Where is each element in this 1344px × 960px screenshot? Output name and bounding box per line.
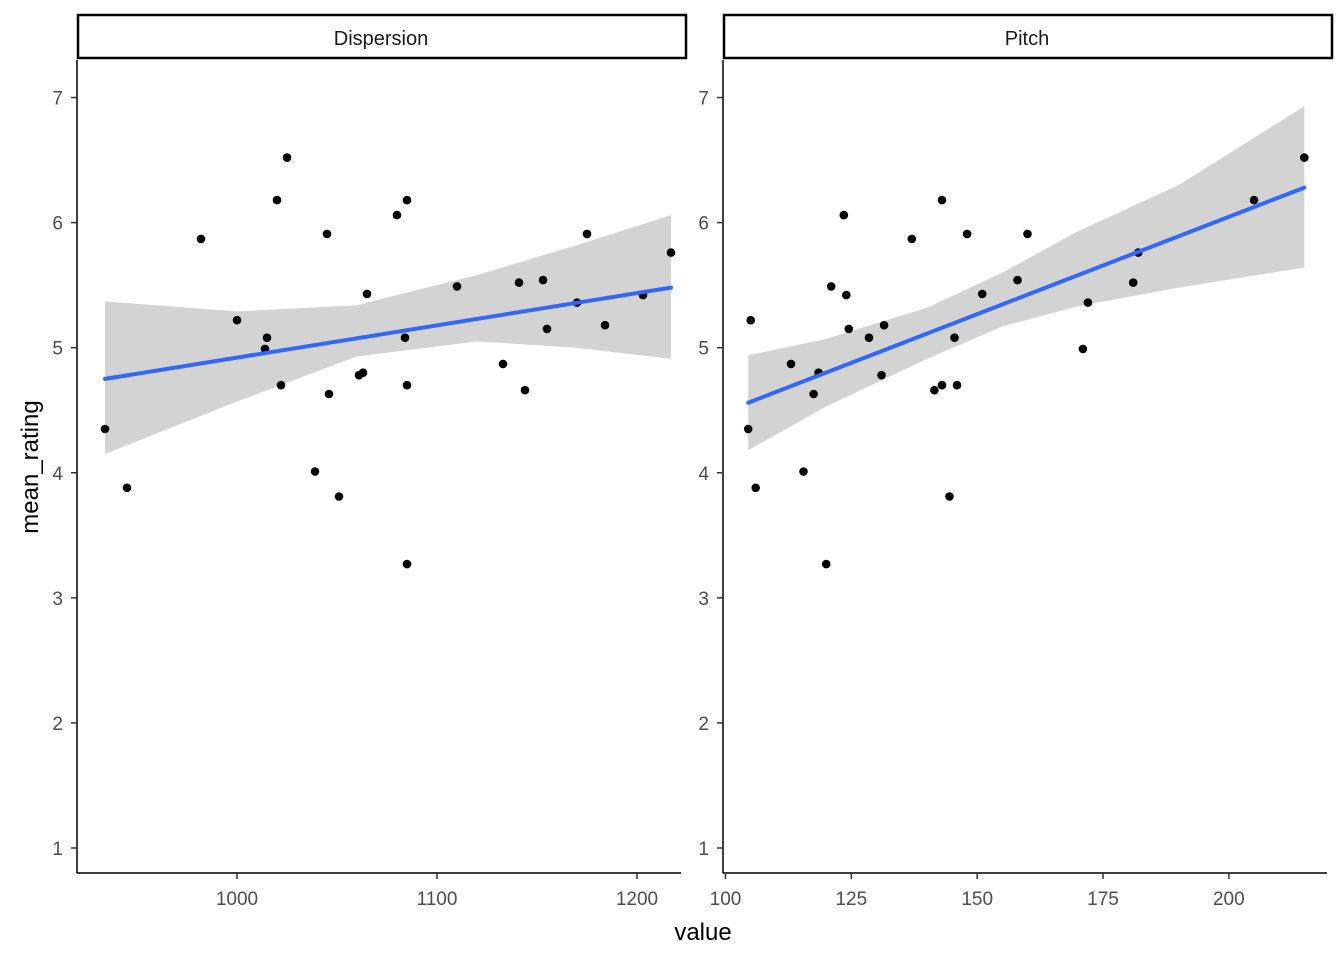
x-tick-label-dispersion-1100: 1100 [417, 889, 458, 910]
data-point-dispersion-26 [538, 275, 548, 285]
data-point-pitch-22 [952, 380, 962, 390]
x-tick-label-dispersion-1000: 1000 [216, 889, 258, 910]
data-point-pitch-3 [751, 483, 760, 493]
data-point-pitch-2 [746, 315, 755, 325]
data-point-pitch-29 [1128, 278, 1138, 287]
data-point-pitch-4 [786, 359, 796, 369]
data-point-pitch-23 [962, 229, 972, 239]
data-point-dispersion-19 [402, 195, 412, 205]
fit-line-pitch [746, 185, 1307, 405]
data-point-pitch-13 [864, 333, 874, 343]
y-tick-label-dispersion-5: 5 [52, 339, 63, 360]
x-tick-label-pitch-175: 175 [1087, 889, 1119, 910]
data-point-pitch-19 [937, 195, 947, 205]
data-point-pitch-14 [877, 370, 886, 380]
data-point-dispersion-12 [324, 389, 334, 399]
data-point-pitch-5 [799, 467, 808, 476]
y-tick-label-pitch-6: 6 [698, 214, 709, 235]
data-point-pitch-32 [1300, 153, 1309, 162]
data-point-dispersion-17 [392, 210, 402, 220]
confidence-band-pitch [748, 106, 1305, 451]
data-point-pitch-25 [1013, 275, 1022, 285]
y-tick-label-pitch-4: 4 [698, 464, 709, 485]
data-point-pitch-28 [1083, 298, 1093, 307]
y-axis-title: mean_rating [17, 400, 44, 533]
data-point-pitch-26 [1023, 229, 1032, 239]
x-axis-title: value [674, 919, 731, 946]
data-point-dispersion-24 [514, 278, 524, 287]
strip-label-dispersion: Dispersion [334, 28, 428, 50]
strip-label-pitch: Pitch [1005, 28, 1049, 50]
x-tick-label-pitch-150: 150 [961, 889, 993, 910]
data-point-dispersion-27 [542, 324, 552, 334]
data-point-dispersion-11 [322, 229, 332, 239]
data-point-dispersion-9 [282, 153, 292, 162]
x-tick-label-pitch-100: 100 [710, 889, 742, 910]
data-point-pitch-24 [977, 289, 987, 299]
y-tick-label-dispersion-6: 6 [52, 214, 63, 235]
x-tick-label-pitch-200: 200 [1213, 889, 1245, 910]
data-point-dispersion-18 [400, 333, 410, 343]
y-tick-label-pitch-2: 2 [698, 714, 709, 735]
y-tick-label-pitch-7: 7 [698, 89, 709, 110]
data-point-pitch-15 [879, 320, 889, 330]
data-point-dispersion-1 [100, 424, 110, 434]
data-point-pitch-1 [743, 424, 753, 434]
data-point-pitch-11 [842, 290, 851, 300]
data-point-dispersion-13 [334, 492, 344, 501]
y-tick-label-dispersion-7: 7 [52, 89, 63, 110]
data-point-dispersion-4 [232, 315, 242, 325]
panel-dispersion: Dispersion 1 2 3 4 5 6 7 1000 1100 1200 [52, 13, 688, 910]
data-point-pitch-9 [826, 282, 836, 291]
fit-line-dispersion [103, 285, 673, 381]
data-point-pitch-8 [821, 559, 831, 569]
x-tick-label-dispersion-1200: 1200 [616, 889, 658, 910]
data-point-dispersion-29 [582, 229, 592, 239]
data-point-dispersion-6 [262, 333, 272, 343]
y-tick-label-pitch-3: 3 [698, 589, 709, 610]
data-point-pitch-17 [930, 385, 939, 395]
data-point-dispersion-7 [272, 195, 282, 205]
data-point-dispersion-32 [666, 248, 676, 257]
y-tick-label-dispersion-3: 3 [52, 589, 63, 610]
x-tick-label-pitch-125: 125 [835, 889, 867, 910]
data-point-dispersion-22 [452, 282, 462, 291]
data-point-pitch-16 [907, 234, 917, 244]
data-point-pitch-21 [950, 333, 959, 343]
data-point-pitch-6 [809, 389, 818, 399]
strip-box-pitch [722, 13, 1334, 60]
data-point-dispersion-23 [498, 359, 508, 369]
data-point-pitch-20 [945, 492, 954, 501]
data-point-dispersion-20 [402, 559, 412, 569]
data-point-dispersion-16 [362, 289, 372, 299]
data-point-pitch-18 [937, 380, 947, 390]
data-point-dispersion-3 [196, 234, 206, 244]
data-point-dispersion-2 [122, 483, 132, 493]
y-tick-label-dispersion-2: 2 [52, 714, 63, 735]
data-point-dispersion-8 [276, 380, 286, 390]
data-point-dispersion-10 [310, 467, 320, 476]
y-tick-label-dispersion-1: 1 [52, 839, 63, 860]
strip-box-dispersion [76, 13, 688, 60]
data-point-pitch-12 [844, 324, 854, 334]
y-tick-label-pitch-5: 5 [698, 339, 709, 360]
data-point-dispersion-21 [402, 380, 412, 390]
panels-layer: Dispersion 1 2 3 4 5 6 7 1000 1100 1200 Pitch 1 2 3 4 5 6… [52, 13, 1334, 910]
data-point-dispersion-25 [520, 385, 530, 395]
data-point-dispersion-15 [358, 368, 368, 378]
panel-pitch: Pitch 1 2 3 4 5 6 7 100 125 150 175 200 [698, 13, 1334, 910]
data-point-pitch-27 [1078, 344, 1088, 354]
data-point-pitch-10 [839, 210, 849, 220]
y-tick-label-pitch-1: 1 [698, 839, 709, 860]
y-tick-label-dispersion-4: 4 [52, 464, 63, 485]
data-point-dispersion-30 [600, 320, 610, 330]
data-point-pitch-31 [1249, 195, 1259, 205]
